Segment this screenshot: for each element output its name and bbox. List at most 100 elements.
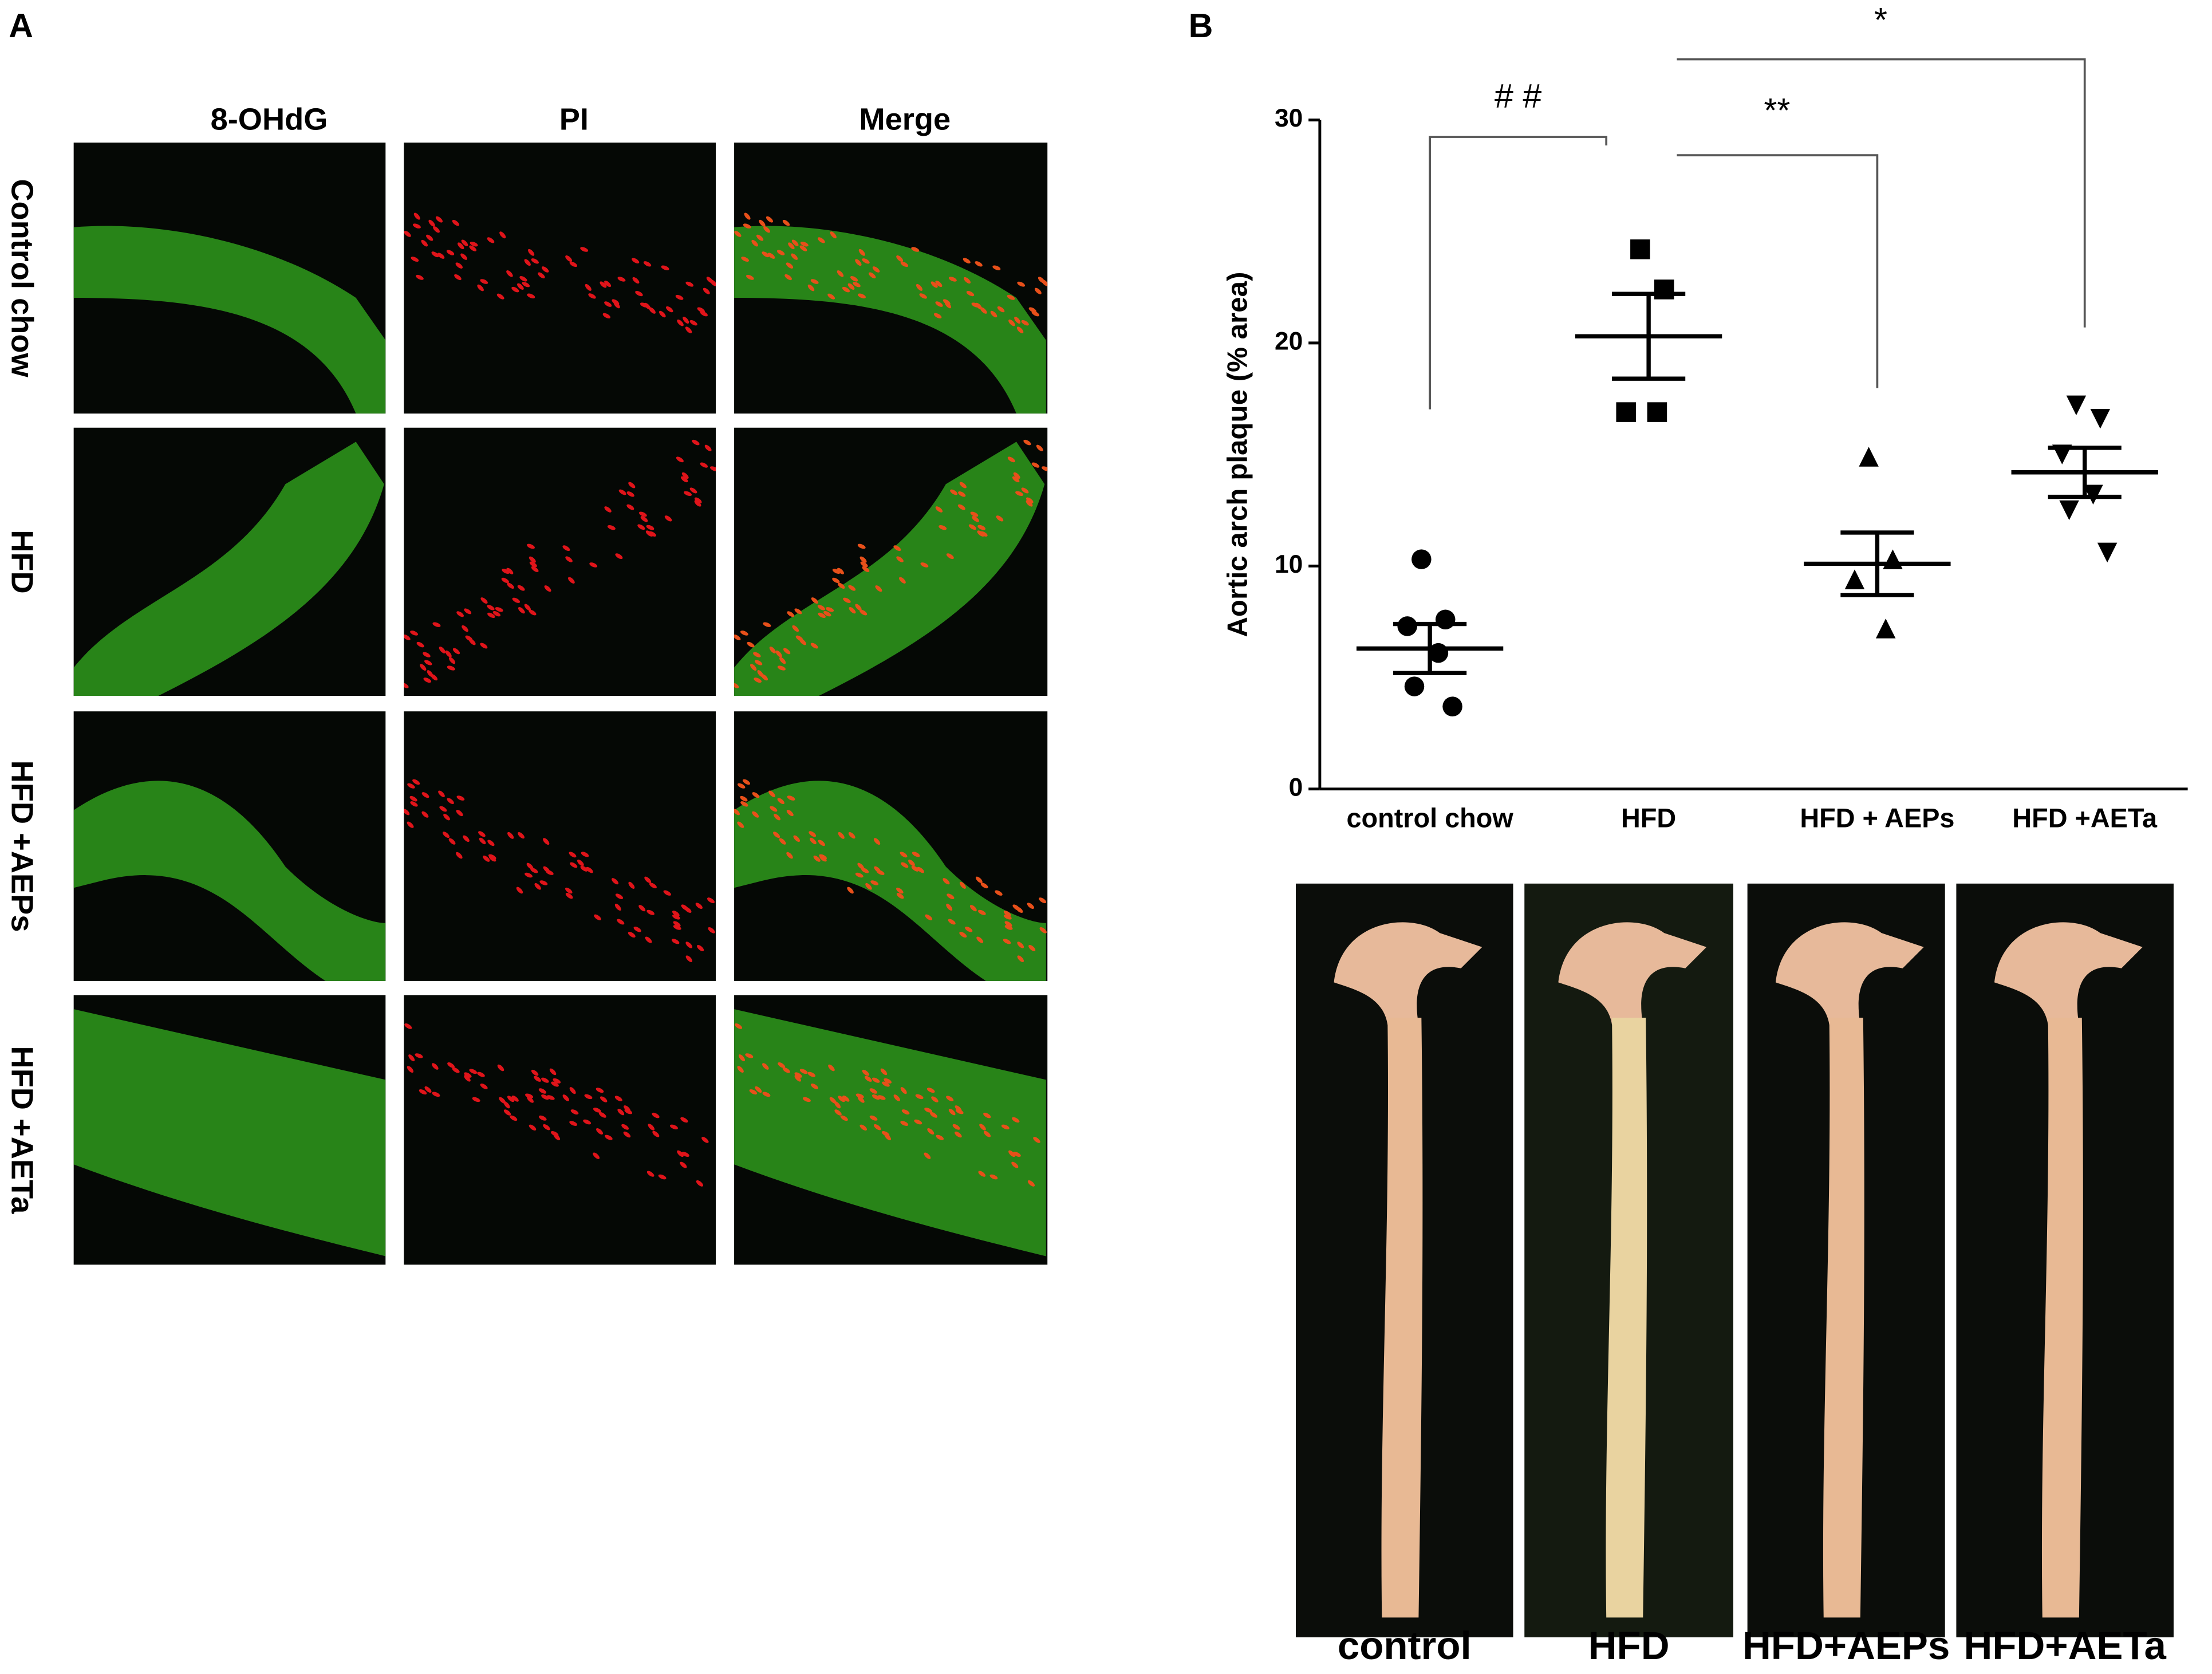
red-nucleus	[786, 262, 794, 269]
red-nucleus	[501, 577, 509, 584]
red-nucleus	[469, 245, 477, 251]
red-nucleus	[680, 1117, 688, 1123]
red-nucleus	[669, 1124, 678, 1130]
red-nucleus	[408, 1054, 415, 1062]
red-nucleus	[487, 237, 495, 243]
red-nucleus	[517, 283, 524, 290]
red-nucleus	[432, 1063, 439, 1070]
aorta-vessel	[1606, 1017, 1647, 1618]
red-nucleus	[915, 1094, 924, 1100]
red-nucleus	[488, 855, 496, 862]
red-nucleus	[855, 872, 863, 878]
row-label: HFD	[5, 530, 40, 593]
red-nucleus	[462, 625, 468, 632]
red-nucleus	[911, 247, 920, 252]
red-nucleus	[791, 253, 798, 260]
red-nucleus	[799, 1069, 808, 1074]
red-nucleus	[995, 890, 1003, 896]
red-nucleus	[445, 650, 452, 657]
red-nucleus	[633, 926, 641, 932]
red-nucleus	[410, 801, 418, 807]
red-nucleus	[614, 1096, 622, 1102]
red-nucleus	[456, 852, 463, 859]
red-nucleus	[543, 838, 550, 845]
red-nucleus	[646, 525, 654, 530]
red-nucleus	[1013, 472, 1020, 479]
red-nucleus	[455, 262, 463, 269]
red-nucleus	[773, 832, 780, 838]
red-nucleus	[478, 831, 486, 837]
red-nucleus	[782, 219, 790, 226]
red-nucleus	[857, 1096, 865, 1103]
red-nucleus	[538, 1088, 547, 1094]
red-nucleus	[677, 1150, 684, 1157]
red-nucleus	[948, 277, 957, 282]
red-nucleus	[776, 250, 785, 255]
red-nucleus	[512, 597, 521, 603]
red-nucleus	[784, 274, 792, 281]
red-nucleus	[869, 272, 876, 279]
red-nucleus	[857, 543, 866, 549]
micrograph-background	[404, 142, 716, 414]
red-nucleus	[734, 231, 742, 237]
red-nucleus	[759, 219, 766, 227]
red-nucleus	[604, 281, 612, 287]
column-label: 8-OHdG	[211, 102, 328, 136]
red-nucleus	[829, 1097, 837, 1104]
red-nucleus	[756, 234, 764, 241]
green-tissue	[734, 1009, 1046, 1257]
red-nucleus	[869, 1088, 877, 1094]
red-nucleus	[412, 779, 420, 785]
aorta-photo	[1956, 883, 2174, 1637]
red-nucleus	[612, 878, 619, 885]
red-nucleus	[747, 641, 755, 648]
red-nucleus	[538, 272, 545, 279]
red-nucleus	[404, 1023, 412, 1029]
red-nucleus	[526, 862, 534, 870]
red-nucleus	[770, 806, 778, 812]
green-tissue	[734, 226, 1046, 414]
y-tick-label: 0	[1289, 773, 1303, 801]
red-nucleus	[448, 657, 456, 664]
red-nucleus	[1003, 911, 1011, 917]
red-nucleus	[787, 611, 795, 617]
red-nucleus	[464, 1074, 471, 1082]
red-nucleus	[618, 489, 626, 495]
red-nucleus	[1004, 925, 1013, 930]
red-nucleus	[810, 1084, 818, 1089]
red-nucleus	[912, 852, 920, 857]
red-nucleus	[480, 643, 488, 649]
red-nucleus	[683, 316, 689, 324]
red-nucleus	[645, 530, 653, 537]
red-nucleus	[869, 1115, 878, 1121]
red-nucleus	[407, 783, 415, 789]
red-nucleus	[543, 866, 550, 873]
red-nucleus	[791, 239, 799, 246]
red-nucleus	[767, 253, 775, 259]
data-point	[1883, 549, 1903, 569]
red-nucleus	[632, 277, 640, 284]
red-nucleus	[456, 810, 463, 817]
red-nucleus	[971, 302, 980, 308]
red-nucleus	[896, 892, 904, 899]
red-nucleus	[628, 482, 636, 489]
red-nucleus	[550, 1131, 559, 1137]
y-tick-label: 30	[1275, 104, 1303, 132]
red-nucleus	[704, 444, 712, 451]
red-nucleus	[411, 257, 419, 262]
red-nucleus	[518, 606, 525, 614]
red-nucleus	[900, 1087, 907, 1094]
red-nucleus	[870, 880, 879, 885]
significance-bracket	[1677, 58, 2086, 328]
red-nucleus	[935, 301, 943, 307]
red-nucleus	[900, 1121, 909, 1126]
red-nucleus	[794, 1074, 802, 1082]
red-nucleus	[495, 607, 503, 612]
red-nucleus	[525, 872, 533, 878]
red-nucleus	[607, 525, 616, 530]
red-nucleus	[832, 577, 840, 584]
red-nucleus	[404, 231, 411, 237]
red-nucleus	[447, 1062, 455, 1068]
red-nucleus	[896, 887, 904, 894]
data-point	[1397, 616, 1417, 636]
